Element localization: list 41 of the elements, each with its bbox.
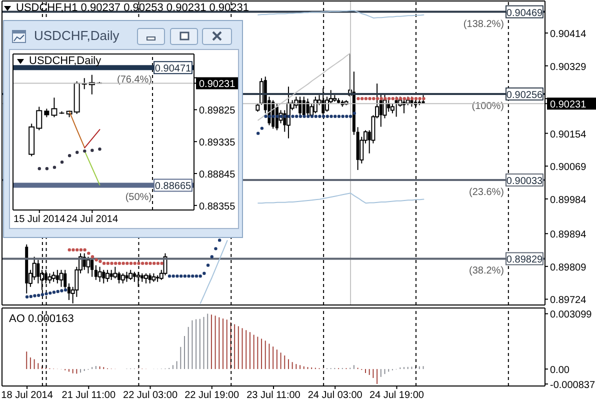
y-tick-label: 0.90154	[550, 129, 587, 140]
x-tick-label: 18 Jul 2014	[1, 390, 54, 400]
annotation: (138.2%)	[463, 18, 504, 30]
y-tick-label: 0.90231	[199, 79, 236, 90]
y-tick-label: 0.88845	[199, 170, 236, 181]
y-tick-label: 0.90069	[550, 162, 587, 174]
y-tick-label: -0.000837	[550, 380, 596, 391]
ref-line-label: 0.90469	[506, 8, 544, 19]
ref-line-label: 0.88665	[154, 181, 192, 192]
y-tick-label: 0.89984	[550, 194, 587, 206]
y-tick-label: 0.003099	[550, 310, 592, 321]
ref-line-label: 0.89829	[506, 254, 544, 266]
x-tick-label: 24 Jul 03:00	[308, 390, 363, 400]
y-tick-label: 0.89335	[199, 138, 236, 149]
x-tick-label: 22 Jul 03:00	[123, 390, 178, 400]
y-tick-label: 0.00	[550, 365, 570, 376]
chart-title: USDCHF,H1 0.90237 0.90253 0.90231 0.90231	[16, 2, 250, 14]
ref-line-label: 0.90471	[154, 64, 192, 75]
ref-line-label: 0.90033	[506, 176, 544, 188]
chart-title: AO 0.000163	[9, 313, 74, 325]
chart-title: USDCHF,Daily	[34, 28, 120, 43]
annotation: (76.4%)	[116, 74, 152, 86]
ref-line-label: 0.90256	[506, 90, 544, 101]
annotation: (50%)	[125, 192, 152, 204]
x-tick-label: 23 Jul 11:00	[246, 390, 301, 400]
y-tick-label: 0.89809	[550, 262, 587, 274]
y-tick-label: 0.90231	[550, 100, 587, 111]
x-tick-label: 21 Jul 11:00	[62, 390, 116, 400]
y-tick-label: 0.90329	[550, 62, 587, 73]
annotation: (38.2%)	[468, 266, 504, 277]
x-tick-label: 22 Jul 19:00	[184, 390, 240, 400]
y-tick-label: 0.89825	[199, 106, 236, 117]
y-tick-label: 0.90414	[550, 29, 587, 40]
x-tick-label: 24 Jul 2014	[66, 214, 118, 225]
y-tick-label: 0.89724	[550, 295, 587, 306]
x-tick-label: 15 Jul 2014	[14, 214, 66, 225]
y-tick-label: 0.88355	[199, 201, 236, 212]
y-tick-label: 0.89894	[550, 230, 587, 241]
annotation: (23.6%)	[468, 187, 504, 198]
chart-subtitle: USDCHF,Daily	[29, 55, 102, 67]
x-tick-label: 24 Jul 19:00	[369, 390, 424, 400]
